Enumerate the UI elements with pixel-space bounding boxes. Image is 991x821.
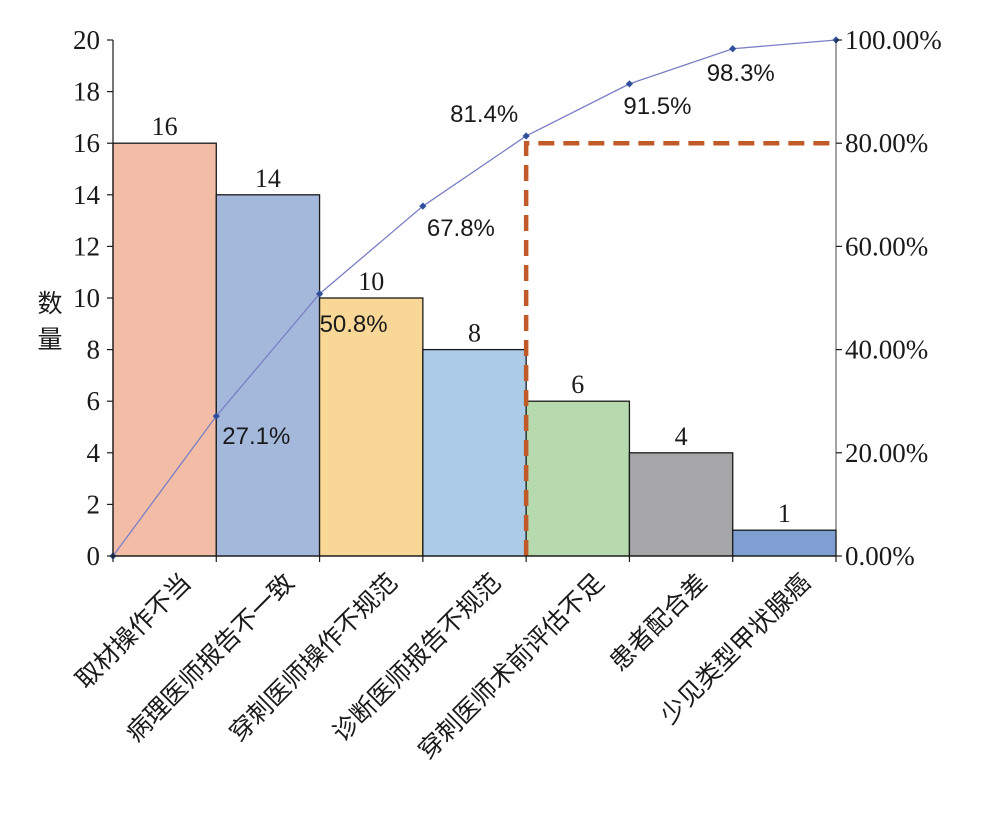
cumulative-point-6 xyxy=(729,45,737,53)
cumulative-point-1 xyxy=(212,412,220,420)
cumulative-point-3 xyxy=(419,202,427,210)
y2-tick-label-3: 60.00% xyxy=(845,231,928,261)
y-tick-label-3: 6 xyxy=(87,386,101,416)
bar-1 xyxy=(112,142,217,557)
bar-5 xyxy=(525,400,631,557)
y-axis-label-line-1: 数 xyxy=(37,289,62,318)
category-label-3: 穿刺医师操作不规范 xyxy=(223,568,403,748)
category-label-2: 病理医师报告不一致 xyxy=(120,568,300,748)
threshold-group xyxy=(523,140,836,556)
bar-value-label-7: 1 xyxy=(778,499,791,528)
y2-tick-label-2: 40.00% xyxy=(845,335,928,365)
cumulative-point-5 xyxy=(625,80,634,88)
cumulative-point-4 xyxy=(522,132,530,140)
bar-2 xyxy=(215,194,321,557)
bar-value-label-3: 10 xyxy=(358,267,384,296)
bar-3 xyxy=(318,297,424,557)
labels-group: 16 14 10 8 6 4 1 27.1% 50.8% 67.8% 81.4% 91.5% 98.3% xyxy=(152,60,791,528)
category-label-4: 诊断医师报告不规范 xyxy=(327,568,507,748)
bar-7 xyxy=(732,529,837,557)
bar-value-label-5: 6 xyxy=(571,370,584,399)
y-tick-label-7: 14 xyxy=(73,180,101,210)
y-tick-label-5: 10 xyxy=(73,283,100,313)
category-label-5: 穿刺医师术前评估不足 xyxy=(412,568,609,765)
bar-4 xyxy=(422,348,527,557)
bars-group xyxy=(112,142,837,557)
y2-tick-label-0: 0.00% xyxy=(845,541,915,571)
bar-value-label-2: 14 xyxy=(255,164,281,193)
cumulative-pct-label-2: 50.8% xyxy=(320,311,388,338)
y-tick-label-0: 0 xyxy=(87,541,101,571)
bar-value-label-4: 8 xyxy=(468,319,481,348)
y-tick-label-4: 8 xyxy=(87,335,101,365)
y-axis-label-line-2: 量 xyxy=(37,325,62,354)
bar-value-label-6: 4 xyxy=(675,422,688,451)
bar-6 xyxy=(628,452,734,557)
cumulative-pct-label-6: 98.3% xyxy=(707,60,775,87)
threshold-80-line xyxy=(523,140,836,556)
y-tick-label-2: 4 xyxy=(87,438,101,468)
y2-tick-label-4: 80.00% xyxy=(845,128,928,158)
category-label-6: 患者配合差 xyxy=(604,568,713,677)
cumulative-pct-label-5: 91.5% xyxy=(623,93,691,120)
cumulative-pct-label-4: 81.4% xyxy=(450,101,518,128)
y-tick-label-6: 12 xyxy=(73,231,100,261)
y-tick-label-8: 16 xyxy=(73,128,100,158)
cumulative-point-2 xyxy=(315,290,324,298)
cumulative-line xyxy=(112,39,837,557)
cumulative-pct-label-3: 67.8% xyxy=(427,215,495,242)
cumulative-pct-label-1: 27.1% xyxy=(222,423,290,450)
y2-tick-label-5: 100.00% xyxy=(845,25,942,55)
y-tick-label-10: 20 xyxy=(73,25,100,55)
y2-tick-label-1: 20.00% xyxy=(845,438,928,468)
y-tick-label-9: 18 xyxy=(73,77,100,107)
bar-value-label-1: 16 xyxy=(152,112,178,141)
y-tick-label-1: 2 xyxy=(87,489,101,519)
